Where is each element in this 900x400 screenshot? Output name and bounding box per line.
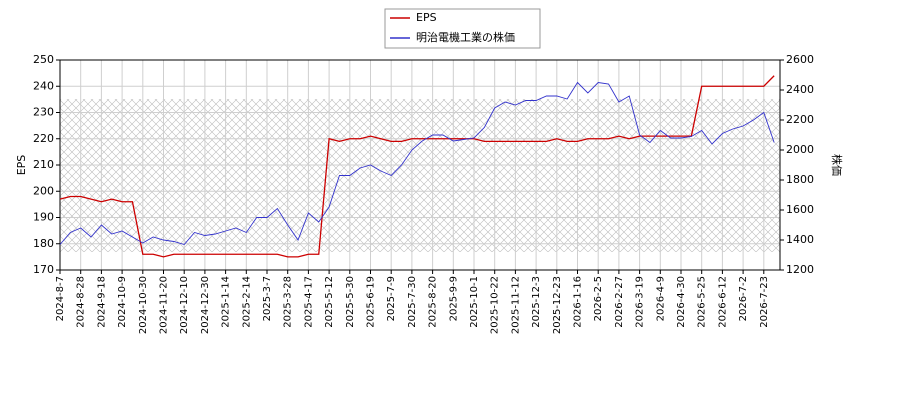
x-tick-label: 2024-8-7 xyxy=(55,276,66,321)
x-tick-label: 2024-12-10 xyxy=(179,276,190,334)
legend-label: 明治電機工業の株価 xyxy=(416,30,515,44)
x-tick-label: 2025-9-9 xyxy=(448,276,459,321)
x-tick-label: 2025-4-17 xyxy=(303,276,314,328)
series-line xyxy=(59,81,775,246)
legend-box xyxy=(384,8,541,49)
x-tick-label: 2025-5-12 xyxy=(324,276,335,328)
x-tick-label: 2024-10-30 xyxy=(138,276,149,334)
x-tick-label: 2026-5-25 xyxy=(697,276,708,328)
y2-tick-label: 1800 xyxy=(786,173,814,186)
y2-tick-label: 1400 xyxy=(786,233,814,246)
x-tick-label: 2025-7-30 xyxy=(407,276,418,328)
x-tick-label: 2025-2-14 xyxy=(241,276,252,328)
y-tick-label: 210 xyxy=(33,158,54,171)
y-tick-label: 250 xyxy=(33,53,54,66)
y-tick-label: 190 xyxy=(33,211,54,224)
x-tick-label: 2025-5-30 xyxy=(345,276,356,328)
y2-tick-label: 2200 xyxy=(786,113,814,126)
y2-tick-label: 2400 xyxy=(786,83,814,96)
x-tick-label: 2024-9-18 xyxy=(96,276,107,328)
y2-axis-title: 株価 xyxy=(830,154,844,176)
x-tick-label: 2025-12-23 xyxy=(552,276,563,334)
x-tick-label: 2025-11-12 xyxy=(510,276,521,334)
x-tick-label: 2024-10-9 xyxy=(117,276,128,328)
x-tick-label: 2026-4-30 xyxy=(676,276,687,328)
x-tick-label: 2026-2-27 xyxy=(614,276,625,328)
x-tick-label: 2026-6-12 xyxy=(717,276,728,328)
x-tick-label: 2025-3-7 xyxy=(262,276,273,321)
y2-tick-label: 2600 xyxy=(786,53,814,66)
x-tick-label: 2024-11-20 xyxy=(159,276,170,334)
y2-tick-label: 2000 xyxy=(786,143,814,156)
range-band xyxy=(60,99,780,252)
y-axis-title: EPS xyxy=(15,155,28,176)
x-tick-label: 2024-8-28 xyxy=(76,276,87,328)
y-tick-label: 200 xyxy=(33,184,54,197)
x-tick-label: 2025-6-19 xyxy=(366,276,377,328)
x-tick-label: 2026-1-16 xyxy=(573,276,584,328)
x-tick-label: 2025-10-22 xyxy=(490,276,501,334)
y-tick-label: 180 xyxy=(33,237,54,250)
y2-tick-label: 1200 xyxy=(786,263,814,276)
y-tick-label: 230 xyxy=(33,106,54,119)
x-tick-label: 2025-8-20 xyxy=(428,276,439,328)
x-tick-label: 2025-7-9 xyxy=(386,276,397,321)
legend-label: EPS xyxy=(416,11,437,24)
x-tick-label: 2026-4-9 xyxy=(655,276,666,321)
x-tick-label: 2025-1-14 xyxy=(221,276,232,328)
y-tick-label: 220 xyxy=(33,132,54,145)
x-tick-label: 2025-10-1 xyxy=(469,276,480,328)
plot-frame xyxy=(59,59,781,271)
y-tick-label: 240 xyxy=(33,79,54,92)
y-tick-label: 170 xyxy=(33,263,54,276)
x-tick-label: 2025-3-28 xyxy=(283,276,294,328)
x-tick-label: 2025-12-3 xyxy=(531,276,542,328)
x-tick-label: 2026-7-2 xyxy=(738,276,749,321)
x-tick-label: 2026-3-19 xyxy=(635,276,646,328)
x-tick-label: 2024-12-30 xyxy=(200,276,211,334)
y2-tick-label: 1600 xyxy=(786,203,814,216)
x-tick-label: 2026-7-23 xyxy=(759,276,770,328)
x-tick-label: 2026-2-5 xyxy=(593,276,604,321)
